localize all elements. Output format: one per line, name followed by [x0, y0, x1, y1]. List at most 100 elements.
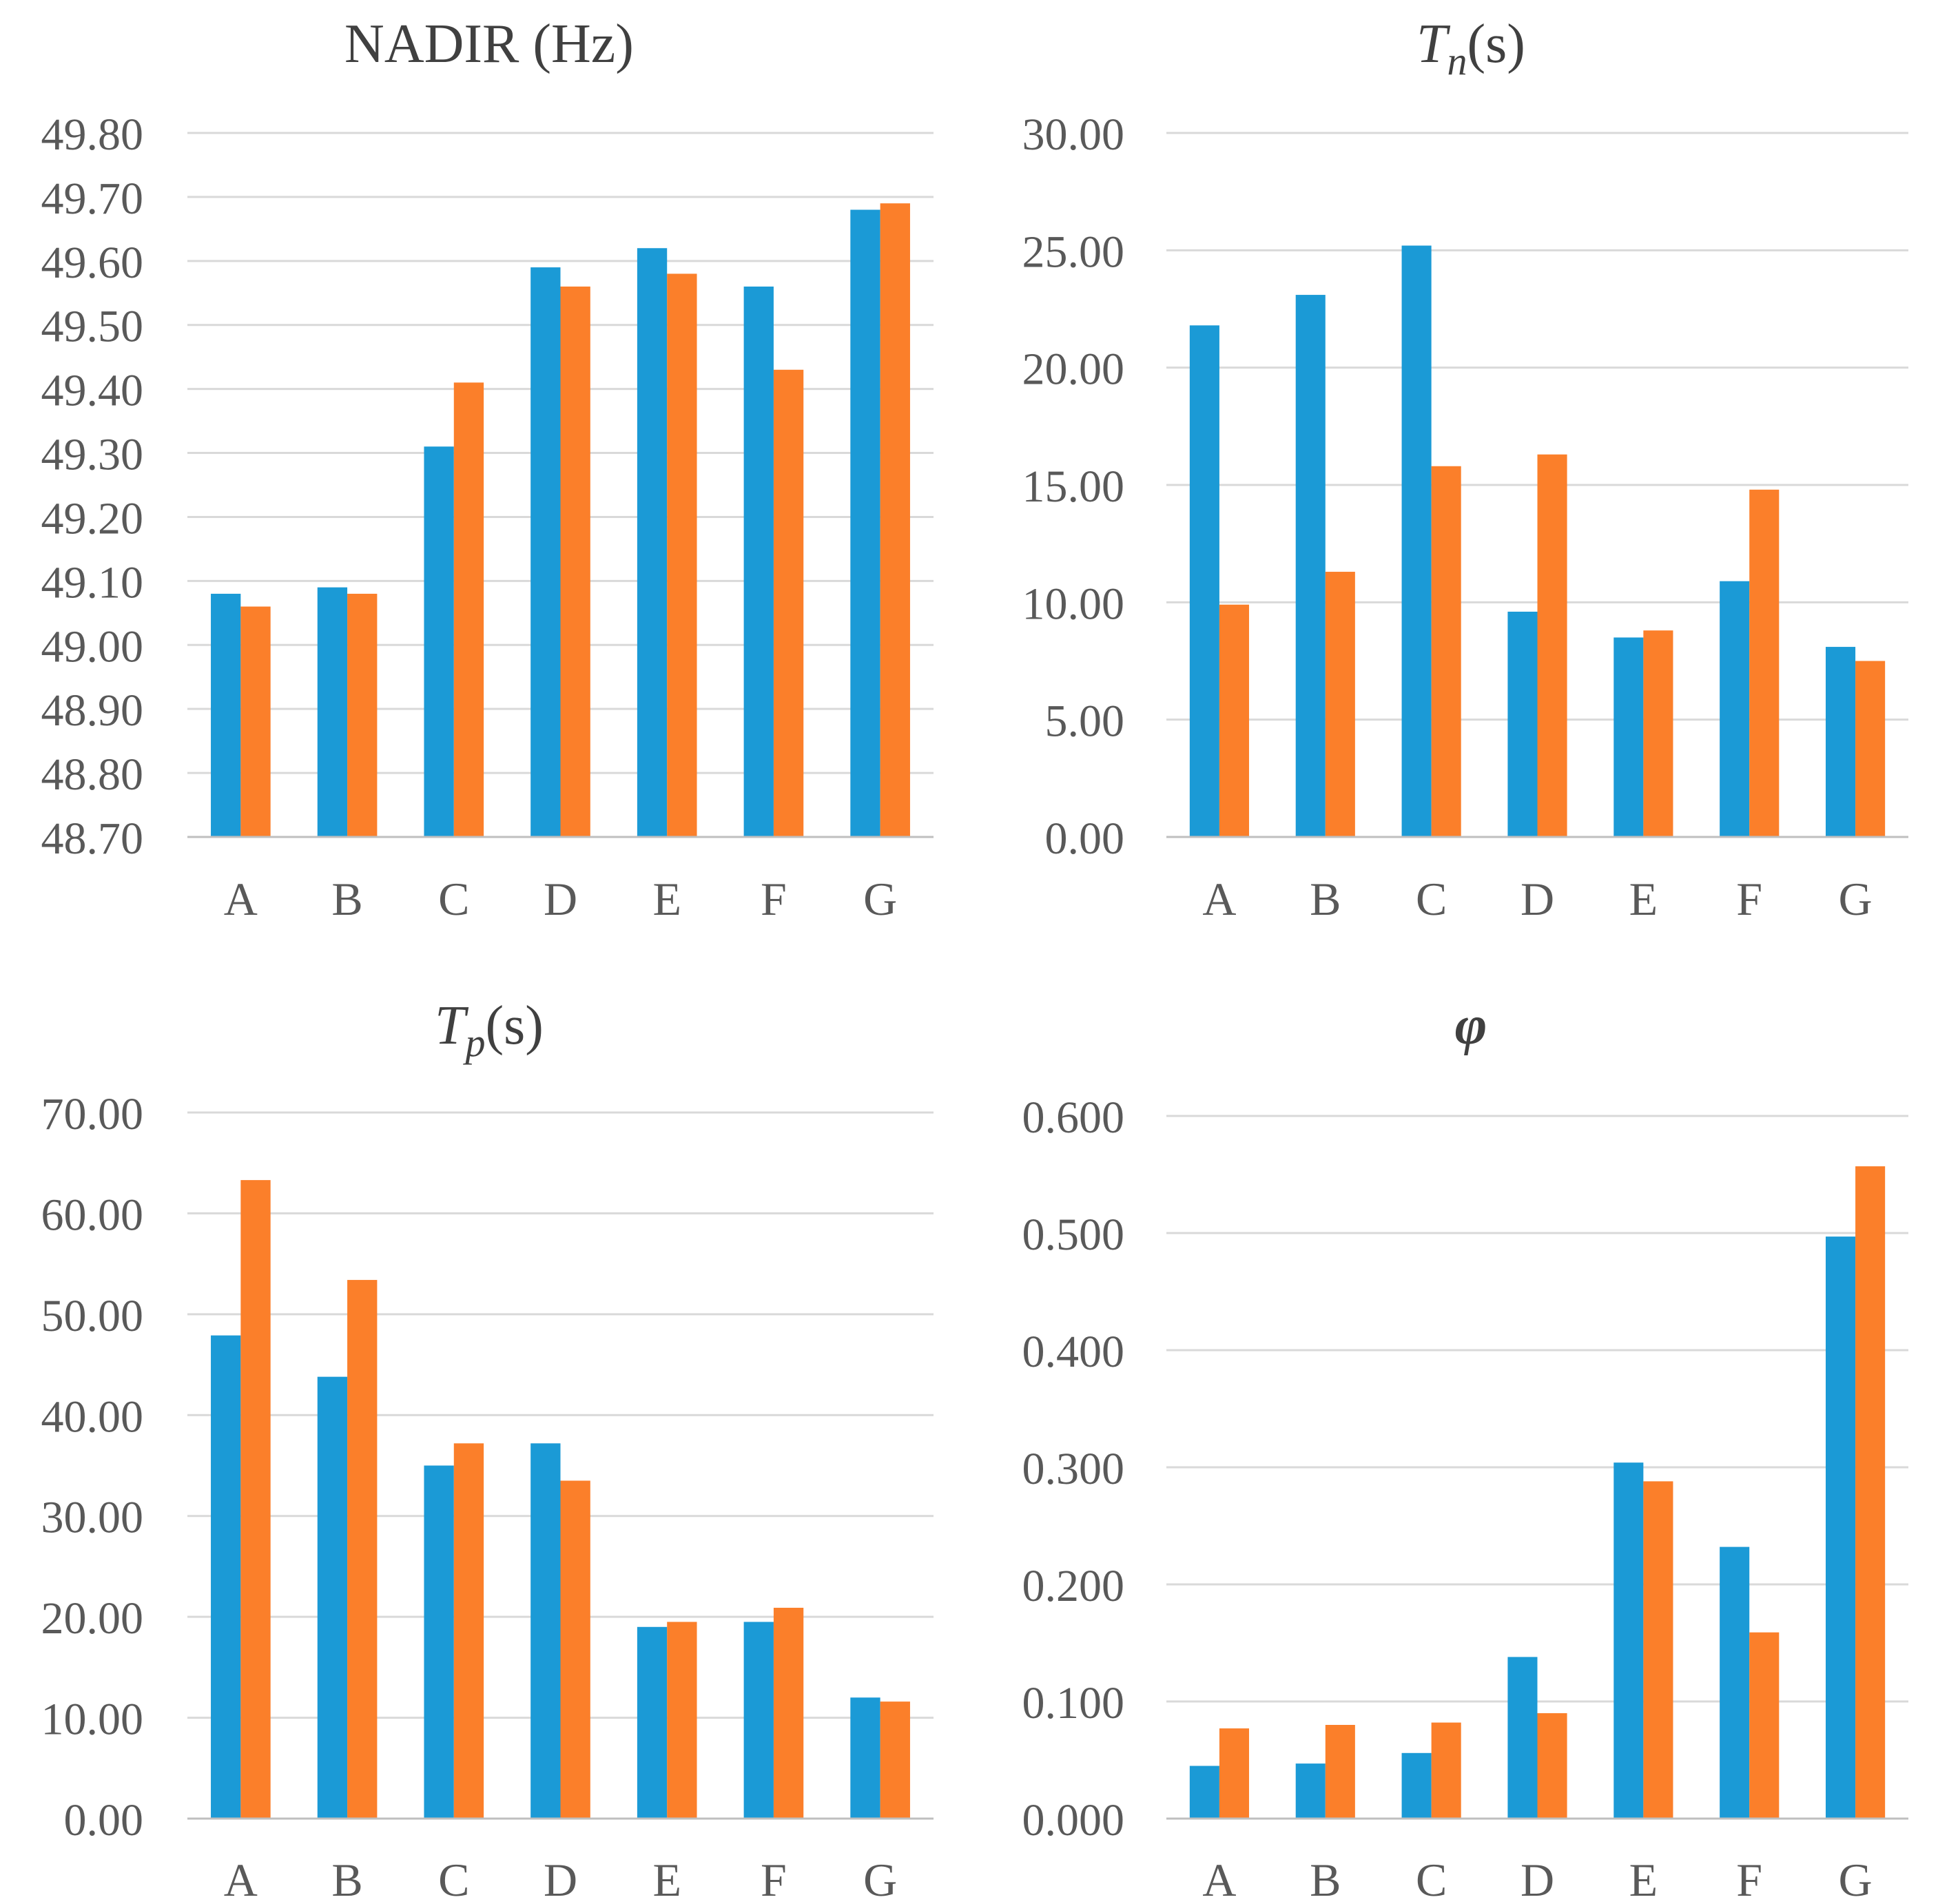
bar-a-series1	[211, 1335, 241, 1819]
bar-g-series1	[1825, 647, 1856, 837]
chart-panel-4: φ 0.000 0.100 0.200 0.300 0.400 0.500 0.600 A B C D…	[1022, 995, 1908, 1904]
x-tick-label: C	[438, 873, 469, 925]
x-tick-label: A	[1202, 873, 1236, 925]
y-tick-label: 49.00	[41, 621, 144, 672]
y-tick-label: 48.90	[41, 685, 144, 736]
x-tick-label: C	[438, 1854, 469, 1904]
bar-a-series1	[211, 593, 241, 837]
bar-c-series2	[453, 1443, 484, 1819]
bar-d-series1	[1507, 611, 1538, 837]
bar-e-series2	[1643, 1481, 1673, 1819]
x-tick-label: A	[1202, 1854, 1236, 1904]
y-tick-label: 48.70	[41, 814, 144, 864]
bar-c-series1	[424, 446, 454, 837]
bar-a-series2	[240, 1180, 271, 1819]
bar-f-series2	[1749, 489, 1780, 837]
bar-f-series2	[773, 369, 804, 837]
bar-g-series1	[1825, 1236, 1856, 1819]
chart-panel-3: Tp(s) 0.00 10.00 20.00 30.00 40.00 50.00 60.00 7…	[41, 995, 934, 1904]
bar-b-series1	[317, 1376, 348, 1819]
bar-d-series1	[530, 1443, 561, 1819]
bar-f-series1	[1720, 1546, 1750, 1819]
bar-e-series2	[667, 1622, 697, 1819]
x-tick-label: D	[1520, 873, 1554, 925]
bar-c-series2	[1431, 1722, 1461, 1819]
bar-f-series2	[1749, 1632, 1780, 1819]
x-tick-label: B	[331, 873, 362, 925]
bar-a-series2	[1219, 1728, 1250, 1819]
bar-b-series2	[1325, 572, 1355, 837]
x-tick-label: F	[1736, 873, 1762, 925]
bar-d-series1	[1507, 1657, 1538, 1819]
y-tick-label: 0.500	[1022, 1210, 1125, 1260]
x-tick-label: G	[863, 873, 897, 925]
bar-b-series1	[1295, 1763, 1326, 1819]
bar-e-series1	[1614, 1462, 1644, 1819]
bar-e-series1	[637, 1626, 668, 1819]
bar-a-series1	[1189, 1766, 1219, 1819]
y-tick-label: 48.80	[41, 749, 144, 800]
bar-b-series2	[1325, 1725, 1355, 1819]
chart-title: Tp(s)	[435, 995, 544, 1065]
y-tick-label: 49.30	[41, 430, 144, 480]
bar-a-series2	[240, 606, 271, 837]
chart-title: NADIR (Hz)	[344, 14, 634, 74]
bar-d-series2	[560, 1480, 590, 1819]
x-tick-label: E	[652, 873, 681, 925]
y-tick-label: 30.00	[41, 1493, 144, 1543]
x-tick-label: D	[1520, 1854, 1554, 1904]
bar-a-series2	[1219, 604, 1250, 837]
bar-d-series2	[1537, 1713, 1567, 1819]
y-tick-label: 5.00	[1045, 696, 1125, 747]
y-tick-label: 0.200	[1022, 1561, 1125, 1611]
bar-d-series1	[530, 267, 561, 837]
y-tick-label: 49.20	[41, 493, 144, 544]
y-tick-label: 49.40	[41, 366, 144, 416]
x-tick-label: A	[224, 1854, 258, 1904]
y-tick-label: 10.00	[1022, 579, 1125, 629]
bar-g-series2	[880, 1701, 910, 1819]
x-tick-label: G	[1839, 873, 1873, 925]
bar-b-series2	[347, 1280, 378, 1819]
x-tick-label: E	[1629, 873, 1658, 925]
bar-c-series2	[1431, 466, 1461, 837]
bar-b-series1	[317, 587, 348, 837]
y-tick-label: 40.00	[41, 1391, 144, 1442]
bar-e-series2	[667, 273, 697, 837]
x-tick-label: G	[863, 1854, 897, 1904]
chart-title: Tn(s)	[1416, 14, 1525, 83]
bar-a-series1	[1189, 325, 1219, 837]
y-tick-label: 49.80	[41, 110, 144, 160]
bar-g-series2	[1855, 1166, 1886, 1819]
chart-panel-2: Tn(s) 0.00 5.00 10.00 15.00 20.00 25.00 30.00 A B…	[1022, 14, 1908, 925]
bar-f-series1	[743, 1622, 774, 1819]
y-tick-label: 0.400	[1022, 1327, 1125, 1377]
x-tick-label: E	[652, 1854, 681, 1904]
bar-b-series1	[1295, 295, 1326, 837]
bar-d-series2	[560, 286, 590, 837]
y-tick-label: 10.00	[41, 1695, 144, 1745]
bar-g-series2	[1855, 661, 1886, 837]
y-tick-label: 49.50	[41, 302, 144, 352]
y-tick-label: 49.60	[41, 238, 144, 288]
bar-d-series2	[1537, 454, 1567, 837]
x-tick-label: C	[1416, 873, 1447, 925]
x-tick-label: G	[1839, 1854, 1873, 1904]
x-tick-label: B	[1310, 1854, 1341, 1904]
x-tick-label: F	[761, 1854, 787, 1904]
bar-f-series1	[743, 286, 774, 837]
y-tick-label: 25.00	[1022, 227, 1125, 277]
y-tick-label: 20.00	[41, 1593, 144, 1644]
y-tick-label: 49.10	[41, 557, 144, 608]
x-tick-label: D	[544, 873, 577, 925]
y-tick-label: 70.00	[41, 1089, 144, 1139]
y-tick-label: 49.70	[41, 174, 144, 224]
bar-g-series2	[880, 203, 910, 837]
bar-c-series1	[1401, 245, 1432, 837]
y-tick-label: 0.600	[1022, 1093, 1125, 1143]
y-tick-label: 30.00	[1022, 110, 1125, 160]
y-tick-label: 0.00	[1045, 814, 1125, 864]
y-tick-label: 0.300	[1022, 1444, 1125, 1494]
bar-f-series1	[1720, 581, 1750, 837]
